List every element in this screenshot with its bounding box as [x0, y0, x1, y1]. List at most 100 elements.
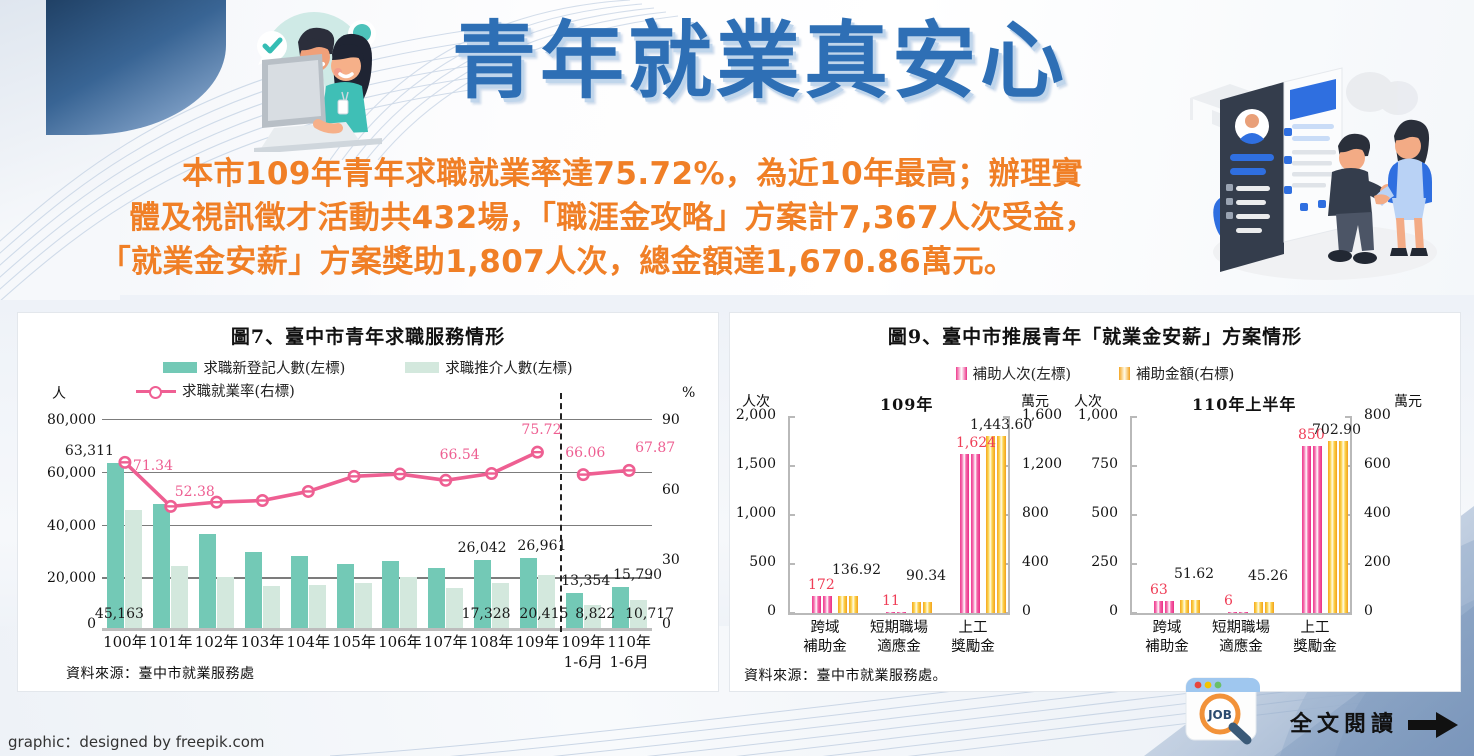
illustration-handshake-resume — [1190, 67, 1437, 280]
tick-left-p2-3 — [1130, 465, 1137, 467]
panel2-title: 110年上半年 — [1192, 395, 1297, 414]
tick-right-p2-2 — [1345, 514, 1352, 516]
bar-fig7-s0-i4 — [290, 556, 308, 628]
chart-source-fig9: 資料來源：臺中市就業服務處。 — [744, 668, 947, 684]
bar-p2-count-0-1 — [1165, 600, 1174, 613]
xlabel-fig7-1: 101年 — [148, 633, 193, 651]
bar-fig7-s0-i9 — [519, 557, 537, 628]
panel1-axis-unit-right: 萬元 — [1021, 394, 1049, 410]
bar-fig7-s1-i8 — [492, 582, 510, 628]
bar-p1-amount-0-0 — [838, 596, 847, 613]
legend-swatch-pink — [955, 367, 967, 380]
bar-fig7-s0-i2 — [199, 534, 217, 628]
job-search-badge[interactable]: JOB — [1182, 676, 1260, 746]
panel1-axis-unit-left: 人次 — [742, 394, 770, 410]
legend-swatch-teal-light — [405, 362, 440, 373]
gridline-20000 — [102, 577, 652, 579]
bar-label-fig7-s0-i0: 63,311 — [64, 442, 114, 459]
bar-p1-count-1-0 — [886, 611, 895, 613]
bar-label-fig7-s0-i9: 26,961 — [517, 537, 567, 554]
label-p2-count-0: 63 — [1150, 581, 1168, 598]
bar-label-fig7-s1-i11: 10,717 — [625, 606, 675, 622]
bar-fig7-s0-i8 — [474, 559, 492, 628]
legend-swatch-pink-line — [136, 385, 176, 399]
bar-label-fig7-s0-i10: 13,354 — [561, 573, 611, 590]
ytick-right-90: 90 — [662, 412, 680, 428]
ytick-20000: 20,000 — [47, 570, 96, 587]
axis-unit-right-fig7: % — [682, 385, 696, 401]
ytick-left-p1-2: 1,000 — [735, 505, 776, 521]
panel1-x-axis — [788, 613, 1010, 615]
xlabel-fig7-6: 106年 — [378, 633, 422, 651]
gridline-40000 — [102, 524, 652, 526]
bar-fig7-s1-i0 — [125, 510, 143, 628]
legend-item-employment-rate: 求職就業率(右標) — [136, 380, 295, 401]
ytick-right-p1-2: 800 — [1022, 505, 1049, 521]
xlabel-fig7-8: 108年 — [469, 633, 514, 651]
arrow-right-icon[interactable] — [1408, 712, 1458, 738]
tick-right-p1-3 — [1003, 465, 1010, 467]
legend-item-new-registrations: 求職新登記人數(左標) — [163, 357, 345, 378]
xlabel-p2-0: 跨域 補助金 — [1145, 620, 1189, 655]
bar-fig7-s1-i2 — [217, 577, 235, 628]
label-p2-amount-0: 51.62 — [1174, 566, 1215, 583]
ytick-right-30: 30 — [662, 552, 680, 568]
ytick-right-p1-3: 1,200 — [1022, 456, 1063, 472]
xlabel-fig7-5: 105年 — [332, 633, 376, 651]
panel1-tick-marks — [788, 416, 1010, 614]
bar-fig7-s1-i5 — [354, 583, 372, 628]
period-divider-fig7 — [560, 393, 562, 632]
bar-p1-amount-1-1 — [923, 601, 932, 613]
ytick-left-p2-0: 0 — [1109, 603, 1118, 619]
legend-label-subsidy-amount: 補助金額(右標) — [1136, 367, 1235, 383]
point-label-fig7-11: 67.87 — [635, 440, 676, 457]
tick-right-p2-0 — [1345, 612, 1352, 614]
ytick-left-p2-2: 500 — [1091, 505, 1118, 521]
xlabel-p1-2: 上工 獎勵金 — [951, 620, 995, 655]
bar-p1-count-2-1 — [971, 453, 980, 613]
xaxis-labels-fig7: 100年 101年 102年 103年 104年 105年 106年 107年 108年 109年… — [102, 633, 652, 679]
bar-p1-count-0-1 — [823, 596, 832, 613]
tick-right-p2-3 — [1345, 465, 1352, 467]
ytick-left-p1-4: 2,000 — [735, 407, 776, 423]
panel2-bar-group — [1130, 417, 1352, 613]
bar-fig7-s0-i10 — [565, 593, 583, 628]
panel2-tick-marks — [1130, 416, 1352, 614]
lead-line-1: 本市109年青年求職就業率達75.72%，為近10年最高；辦理實 — [182, 156, 1083, 192]
bar-group-fig7 — [102, 419, 652, 630]
bar-fig7-s1-i7 — [446, 587, 464, 628]
xlabel-fig7-4: 104年 — [286, 633, 331, 651]
bar-p2-count-2-1 — [1313, 446, 1322, 613]
xlabel-fig7-2: 102年 — [194, 633, 239, 651]
ytick-right-p2-0: 0 — [1364, 603, 1373, 619]
ytick-right-p1-4: 1,600 — [1022, 407, 1063, 423]
page-title: 青年就業真安心 — [451, 12, 1068, 110]
bar-p2-amount-2-0 — [1328, 440, 1337, 613]
bar-fig7-s1-i4 — [308, 584, 326, 628]
chart-legend-fig9: 補助人次(左標) 補助金額(右標) — [730, 363, 1460, 384]
legend-label-new-registrations: 求職新登記人數(左標) — [203, 361, 346, 377]
xlabel-p2-1: 短期職場 適應金 — [1212, 620, 1270, 655]
bar-p2-count-2-0 — [1302, 446, 1311, 613]
bar-fig7-s0-i0 — [107, 462, 125, 628]
read-more-label[interactable]: 全文閱讀 — [1290, 711, 1399, 737]
chart-source-fig7: 資料來源：臺中市就業服務處 — [66, 666, 255, 682]
chart-title-fig7: 圖7、臺中市青年求職服務情形 — [230, 326, 506, 348]
bar-fig7-s1-i3 — [262, 586, 280, 628]
ytick-40000: 40,000 — [47, 517, 96, 534]
bar-fig7-s1-i1 — [171, 565, 189, 628]
bar-p1-amount-0-1 — [849, 596, 858, 613]
point-label-fig7-1: 52.38 — [174, 484, 215, 501]
ytick-right-p2-1: 200 — [1364, 554, 1391, 570]
bar-label-fig7-s0-i8: 26,042 — [457, 539, 507, 556]
legend-label-employment-rate: 求職就業率(右標) — [182, 384, 295, 400]
tick-left-p1-1 — [788, 563, 795, 565]
ytick-right-p2-4: 800 — [1364, 407, 1391, 423]
label-p2-amount-1: 45.26 — [1248, 567, 1289, 584]
bar-fig7-s1-i11 — [629, 600, 647, 628]
point-label-fig7-8: 66.54 — [439, 447, 480, 464]
lead-paragraph: 本市109年青年求職就業率達75.72%，為近10年最高；辦理實 體及視訊徵才活… — [30, 152, 1195, 284]
legend-swatch-gold — [1119, 367, 1130, 380]
xlabel-p2-2: 上工 獎勵金 — [1293, 620, 1337, 655]
bar-label-fig7-s0-i11: 15,790 — [613, 566, 663, 583]
